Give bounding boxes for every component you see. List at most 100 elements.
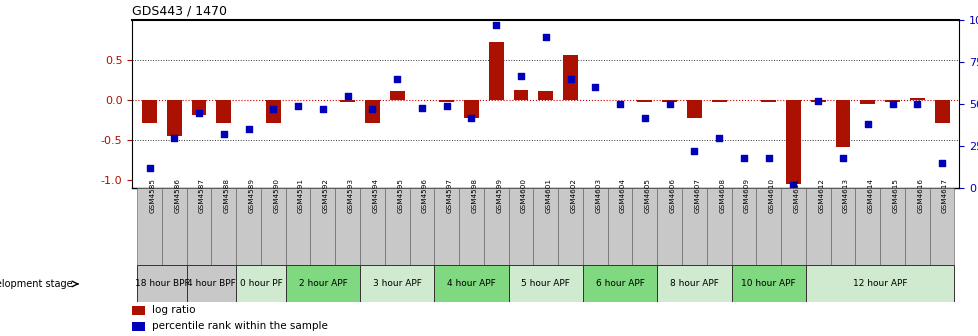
Point <box>241 127 256 132</box>
Bar <box>187 188 211 265</box>
Text: 2 hour APF: 2 hour APF <box>298 280 347 288</box>
Bar <box>166 100 182 136</box>
Point <box>512 73 528 78</box>
Bar <box>187 265 236 302</box>
Bar <box>509 265 582 302</box>
Bar <box>365 100 379 123</box>
Point <box>637 115 652 120</box>
Bar <box>656 265 731 302</box>
Text: GSM4593: GSM4593 <box>347 178 353 213</box>
Bar <box>860 100 874 104</box>
Bar <box>934 100 949 123</box>
Point <box>933 160 949 166</box>
Bar <box>682 188 706 265</box>
Bar <box>286 188 310 265</box>
Bar <box>637 100 651 102</box>
Bar <box>538 91 553 100</box>
Text: GSM4605: GSM4605 <box>645 178 650 213</box>
Bar <box>879 188 904 265</box>
Text: 10 hour APF: 10 hour APF <box>740 280 795 288</box>
Bar <box>785 100 800 184</box>
Point <box>464 115 479 120</box>
Text: log ratio: log ratio <box>152 305 196 316</box>
Text: GDS443 / 1470: GDS443 / 1470 <box>132 5 227 17</box>
Point <box>216 132 232 137</box>
Text: 3 hour APF: 3 hour APF <box>373 280 422 288</box>
Bar <box>756 188 780 265</box>
Text: GSM4611: GSM4611 <box>792 178 799 213</box>
Bar <box>562 54 577 100</box>
Bar <box>607 188 632 265</box>
Bar <box>483 188 509 265</box>
Point <box>784 182 800 187</box>
Bar <box>310 188 334 265</box>
Bar <box>805 265 954 302</box>
Point <box>537 34 553 40</box>
Point <box>735 155 751 161</box>
Point <box>166 135 182 140</box>
Text: percentile rank within the sample: percentile rank within the sample <box>152 321 328 331</box>
Point <box>265 107 281 112</box>
Text: GSM4588: GSM4588 <box>224 178 230 213</box>
Text: GSM4595: GSM4595 <box>397 178 403 213</box>
Bar <box>132 306 146 315</box>
Bar <box>661 100 677 102</box>
Bar <box>884 100 899 102</box>
Point <box>884 101 900 107</box>
Bar <box>513 90 528 100</box>
Bar <box>780 188 805 265</box>
Bar <box>384 188 409 265</box>
Bar <box>731 188 756 265</box>
Bar <box>829 188 855 265</box>
Point <box>488 23 504 28</box>
Point <box>339 93 355 98</box>
Text: GSM4589: GSM4589 <box>248 178 254 213</box>
Text: GSM4602: GSM4602 <box>570 178 576 213</box>
Bar <box>236 265 286 302</box>
Bar <box>340 100 355 102</box>
Bar <box>929 188 954 265</box>
Text: GSM4587: GSM4587 <box>199 178 204 213</box>
Text: GSM4607: GSM4607 <box>693 178 699 213</box>
Text: GSM4591: GSM4591 <box>298 178 304 213</box>
Bar <box>731 265 805 302</box>
Bar <box>904 188 929 265</box>
Point <box>364 107 379 112</box>
Bar <box>334 188 360 265</box>
Point <box>290 103 306 109</box>
Bar <box>509 188 533 265</box>
Bar <box>360 188 384 265</box>
Bar <box>582 188 607 265</box>
Point <box>191 110 206 115</box>
Text: development stage: development stage <box>0 279 72 289</box>
Text: GSM4596: GSM4596 <box>422 178 427 213</box>
Text: 4 hour APF: 4 hour APF <box>447 280 495 288</box>
Bar <box>216 100 231 123</box>
Text: GSM4597: GSM4597 <box>446 178 452 213</box>
Text: GSM4598: GSM4598 <box>471 178 477 213</box>
Bar <box>656 188 682 265</box>
Point <box>587 85 602 90</box>
Point <box>760 155 776 161</box>
Text: GSM4614: GSM4614 <box>867 178 873 213</box>
Bar <box>137 265 187 302</box>
Bar <box>761 100 776 102</box>
Point <box>859 122 874 127</box>
Text: GSM4594: GSM4594 <box>372 178 378 213</box>
Bar <box>855 188 879 265</box>
Bar <box>805 188 829 265</box>
Bar <box>211 188 236 265</box>
Bar <box>261 188 286 265</box>
Text: GSM4613: GSM4613 <box>842 178 848 213</box>
Point <box>909 101 924 107</box>
Bar <box>439 100 454 102</box>
Bar <box>488 42 503 100</box>
Bar <box>909 98 924 100</box>
Bar <box>389 91 404 100</box>
Text: 4 hour BPF: 4 hour BPF <box>187 280 236 288</box>
Point <box>661 101 677 107</box>
Bar <box>360 265 434 302</box>
Bar <box>142 100 156 123</box>
Point <box>686 149 701 154</box>
Text: GSM4606: GSM4606 <box>669 178 675 213</box>
